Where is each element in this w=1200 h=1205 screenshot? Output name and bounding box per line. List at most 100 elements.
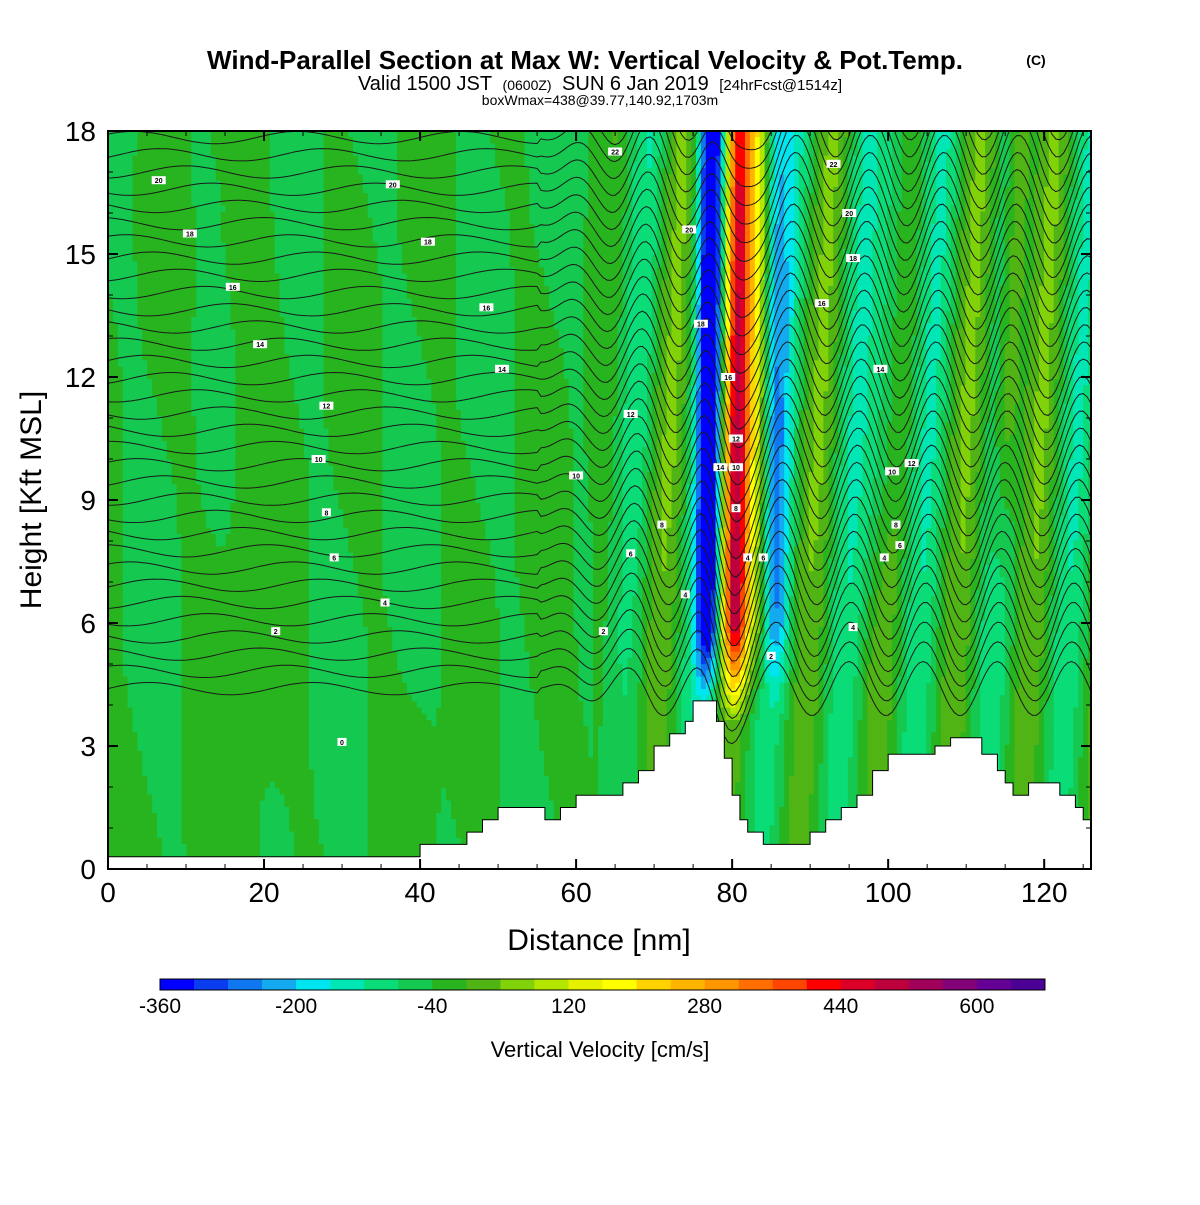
x-axis-label: Distance [nm] bbox=[507, 924, 690, 957]
valid-utc: (0600Z) bbox=[503, 77, 552, 93]
colorbar-swatch bbox=[432, 979, 466, 990]
contour-label: 6 bbox=[626, 549, 635, 558]
contour-label: 6 bbox=[330, 553, 339, 562]
chart-title: Wind-Parallel Section at Max W: Vertical… bbox=[207, 45, 963, 75]
contour-label: 4 bbox=[381, 599, 390, 608]
contour-label-text: 4 bbox=[383, 601, 387, 608]
contour-label-text: 22 bbox=[611, 150, 619, 157]
contour-label: 18 bbox=[421, 238, 435, 247]
contour-label: 14 bbox=[713, 463, 727, 472]
contour-label-text: 8 bbox=[894, 523, 898, 530]
colorbar-swatch bbox=[705, 979, 739, 990]
x-tick-label: 60 bbox=[561, 877, 592, 908]
contour-label: 16 bbox=[815, 299, 829, 308]
contour-label-text: 8 bbox=[324, 510, 328, 517]
contour-label: 0 bbox=[338, 738, 347, 747]
colorbar-swatch bbox=[330, 979, 364, 990]
contour-label: 20 bbox=[842, 209, 856, 218]
y-tick-label: 18 bbox=[65, 116, 96, 147]
colorbar-swatch bbox=[364, 979, 398, 990]
colorbar-tick-label: 280 bbox=[687, 995, 722, 1018]
contour-label-text: 14 bbox=[256, 342, 264, 349]
y-tick-label: 0 bbox=[80, 854, 96, 885]
y-tick-label: 12 bbox=[65, 362, 96, 393]
colorbar-swatch bbox=[398, 979, 432, 990]
contour-label: 12 bbox=[319, 402, 333, 411]
contour-label-text: 14 bbox=[877, 367, 885, 374]
contour-label-text: 8 bbox=[660, 523, 664, 530]
colorbar-swatch bbox=[773, 979, 807, 990]
colorbar-swatch bbox=[160, 979, 194, 990]
colorbar-swatch bbox=[194, 979, 228, 990]
contour-label-text: 4 bbox=[851, 625, 855, 632]
colorbar-swatch bbox=[228, 979, 262, 990]
contour-label: 20 bbox=[386, 180, 400, 189]
colorbar-swatch bbox=[500, 979, 534, 990]
contour-label-text: 6 bbox=[898, 543, 902, 550]
contour-label: 18 bbox=[694, 320, 708, 329]
x-tick-label: 20 bbox=[248, 877, 279, 908]
contour-label: 2 bbox=[271, 627, 280, 636]
y-tick-label: 9 bbox=[80, 485, 96, 516]
x-tick-label: 80 bbox=[717, 877, 748, 908]
colorbar-swatch bbox=[807, 979, 841, 990]
contour-label-text: 4 bbox=[882, 555, 886, 562]
contour-label: 2 bbox=[767, 652, 776, 661]
contour-label-text: 18 bbox=[849, 256, 857, 263]
colorbar-tick-label: -40 bbox=[417, 995, 447, 1018]
contour-label: 8 bbox=[892, 521, 901, 530]
contour-label-text: 20 bbox=[845, 211, 853, 218]
contour-label: 12 bbox=[729, 435, 743, 444]
contour-label-text: 14 bbox=[498, 367, 506, 374]
contour-label: 18 bbox=[846, 254, 860, 263]
y-tick-label: 15 bbox=[65, 239, 96, 270]
y-tick-label: 6 bbox=[80, 608, 96, 639]
contour-label: 20 bbox=[152, 176, 166, 185]
y-tick-label: 3 bbox=[80, 731, 96, 762]
contour-label-text: 18 bbox=[697, 322, 705, 329]
contour-label: 16 bbox=[226, 283, 240, 292]
contour-label-text: 6 bbox=[332, 555, 336, 562]
contour-label-text: 14 bbox=[717, 465, 725, 472]
contour-label-text: 8 bbox=[734, 506, 738, 513]
colorbar-label: Vertical Velocity [cm/s] bbox=[491, 1037, 710, 1062]
contour-label-text: 4 bbox=[683, 592, 687, 599]
contour-label-text: 10 bbox=[315, 457, 323, 464]
colorbar-swatch bbox=[977, 979, 1011, 990]
colorbar-swatch bbox=[875, 979, 909, 990]
contour-label: 4 bbox=[849, 623, 858, 632]
y-axis-label: Height [Kft MSL] bbox=[15, 391, 48, 609]
contour-label: 4 bbox=[743, 553, 752, 562]
contour-label: 12 bbox=[624, 410, 638, 419]
x-tick-label: 120 bbox=[1021, 877, 1068, 908]
x-tick-label: 100 bbox=[865, 877, 912, 908]
contour-label: 20 bbox=[682, 225, 696, 234]
contour-label: 16 bbox=[479, 303, 493, 312]
contour-label: 10 bbox=[312, 455, 326, 464]
contour-label: 16 bbox=[721, 373, 735, 382]
colorbar-swatch bbox=[637, 979, 671, 990]
contour-label: 4 bbox=[681, 590, 690, 599]
contour-label-text: 12 bbox=[323, 404, 331, 411]
contour-label-text: 20 bbox=[155, 178, 163, 185]
contour-label: 14 bbox=[873, 365, 887, 374]
contour-label-text: 2 bbox=[274, 629, 278, 636]
colorbar-tick-label: 120 bbox=[551, 995, 586, 1018]
forecast-info: [24hrFcst@1514z] bbox=[719, 77, 842, 94]
contour-label-text: 16 bbox=[724, 375, 732, 382]
contour-label: 8 bbox=[657, 521, 666, 530]
contour-label-text: 20 bbox=[685, 227, 693, 234]
colorbar-tick-label: 440 bbox=[823, 995, 858, 1018]
box-wmax-info: boxWmax=438@39.77,140.92,1703m bbox=[482, 92, 718, 108]
contour-label-text: 2 bbox=[769, 654, 773, 661]
colorbar-swatch bbox=[671, 979, 705, 990]
x-tick-label: 40 bbox=[404, 877, 435, 908]
contour-label-text: 12 bbox=[908, 461, 916, 468]
colorbar-tick-label: -360 bbox=[139, 995, 181, 1018]
contour-label-text: 16 bbox=[483, 305, 491, 312]
contour-label: 10 bbox=[729, 463, 743, 472]
colorbar-swatch bbox=[943, 979, 977, 990]
contour-label-text: 10 bbox=[888, 469, 896, 476]
